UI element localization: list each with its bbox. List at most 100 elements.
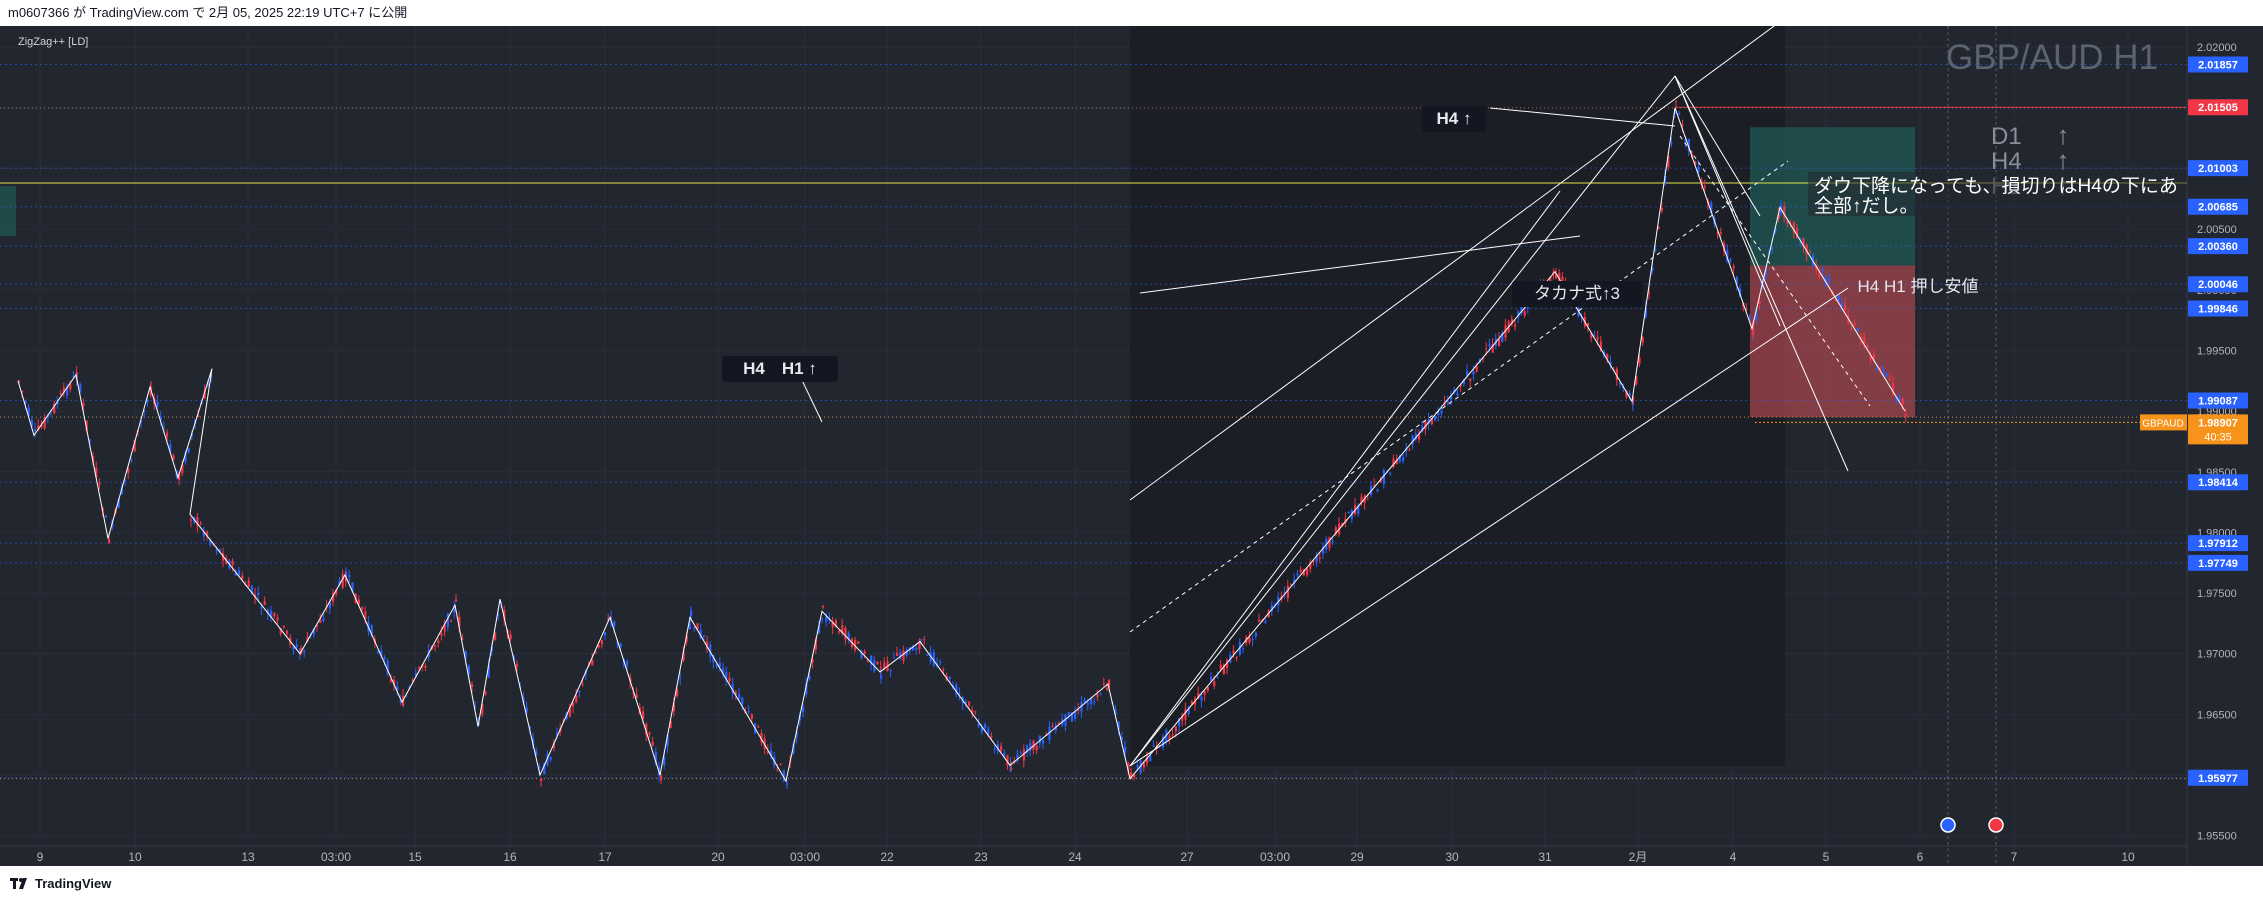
candle-body (1504, 325, 1507, 338)
candle-body (199, 523, 202, 525)
candle-body (1219, 664, 1222, 670)
publish-header: m0607366 が TradingView.com で 2月 05, 2025… (0, 0, 2263, 26)
candle-body (1187, 706, 1190, 714)
price-label-text: 1.99087 (2198, 396, 2238, 408)
candle-body (1703, 186, 1706, 188)
candle-body (738, 694, 741, 700)
candle-body (1254, 632, 1257, 637)
candle-body (411, 679, 414, 681)
tradingview-icon (10, 878, 27, 889)
candle-body (1491, 343, 1494, 353)
candle-body (958, 692, 961, 694)
candle-body (1077, 709, 1080, 711)
event-flag-icon[interactable] (1940, 817, 1956, 833)
candle-body (912, 646, 915, 651)
candle-body (1856, 328, 1859, 332)
candle-body (127, 468, 130, 473)
candle-body (104, 515, 107, 518)
candle-body (1174, 726, 1177, 732)
candle-body (257, 592, 260, 595)
annotation-text: H4 ↑ (1437, 109, 1472, 128)
price-label-box (2188, 238, 2248, 255)
candle-body (1213, 681, 1216, 687)
candle-body (1398, 455, 1401, 462)
price-label-box (2188, 535, 2248, 552)
candle-body (814, 639, 817, 650)
candle-body (69, 383, 72, 390)
candle-body (509, 634, 512, 640)
candle-body (1475, 366, 1478, 372)
candle-body (295, 644, 298, 648)
candle-body (1869, 356, 1872, 360)
price-axis (2187, 26, 2263, 866)
candle-body (1752, 323, 1755, 335)
candle-body (525, 707, 528, 713)
candle-body (568, 706, 571, 717)
candle-body (24, 401, 27, 404)
annotation-text: H4 H1 ↑ (743, 359, 817, 378)
candle-body (279, 628, 282, 635)
zigzag-line (17, 107, 1906, 783)
candle-body (59, 393, 62, 395)
candle-body (1264, 621, 1267, 623)
candle-body (1434, 416, 1437, 420)
candle-body (1590, 332, 1593, 338)
candle-body (1035, 745, 1038, 751)
time-tick: 13 (241, 850, 255, 864)
candle-body (1124, 747, 1127, 753)
event-icons[interactable] (1940, 817, 2004, 833)
candle-body (1609, 361, 1612, 365)
annotation-leader (1139, 235, 1581, 294)
candle-body (1641, 337, 1644, 343)
candle-body (1462, 379, 1465, 385)
candle-body (266, 609, 269, 614)
candle-body (1232, 650, 1235, 654)
candle-body (556, 732, 559, 736)
candle-body (1619, 382, 1622, 385)
candle-body (178, 473, 181, 481)
candle-body (322, 618, 325, 621)
candle-body (1469, 378, 1472, 381)
candle-body (1904, 414, 1907, 416)
candle-body (715, 664, 718, 667)
current-price-text: 1.98907 (2198, 417, 2238, 429)
price-tick: 1.97000 (2197, 649, 2237, 661)
time-tick: 9 (37, 850, 44, 864)
event-flag-icon[interactable] (1988, 817, 2004, 833)
candle-body (939, 661, 942, 663)
candle-body (1106, 687, 1109, 690)
candle-body (1178, 718, 1181, 727)
candle-body (1657, 226, 1660, 229)
candle-body (1694, 161, 1697, 165)
candle-body (1389, 473, 1392, 475)
candle-body (437, 640, 440, 643)
price-label-box (2188, 769, 2248, 786)
candle-body (1866, 345, 1869, 349)
candle-body (1006, 755, 1009, 766)
annotation-leader (799, 375, 823, 423)
candle-body (1786, 220, 1789, 224)
candle-body (651, 741, 654, 747)
candle-body (870, 655, 873, 665)
candle-body (607, 618, 610, 621)
candle-body (1498, 338, 1501, 347)
candle-body (688, 623, 691, 630)
candle-body (1735, 276, 1738, 284)
candle-body (446, 613, 449, 627)
candle-body (206, 382, 209, 386)
price-chart[interactable]: H4 ↑ H4 H1 ↑ タカナ式↑3 H4 H1 押し安値 ZigZag++ [LD… (0, 26, 2263, 866)
candle-body (1466, 371, 1469, 376)
candle-body (218, 549, 221, 553)
candle-body (990, 736, 993, 738)
candle-body (98, 482, 101, 485)
candle-body (37, 425, 40, 430)
candle-body (312, 628, 315, 635)
candle-body (82, 403, 85, 406)
candle-body (802, 707, 805, 713)
left-zone (0, 186, 16, 236)
candle-body (467, 665, 470, 676)
tradingview-logo[interactable]: TradingView (10, 876, 111, 891)
symbol-tag-text: GBPAUD (2142, 418, 2184, 429)
candle-body (1555, 273, 1558, 279)
